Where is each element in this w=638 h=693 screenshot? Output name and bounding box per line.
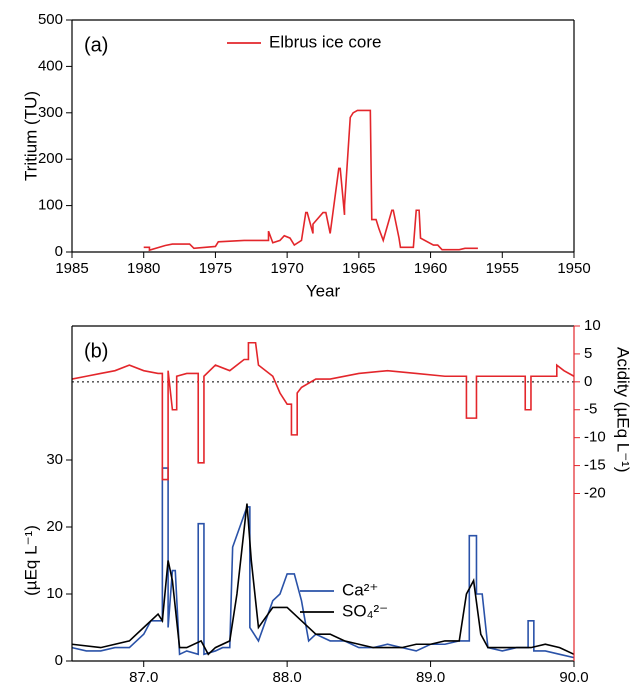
y-tick-label: 0: [55, 243, 63, 260]
data-line: [71, 503, 575, 656]
y-tick-label: 200: [38, 150, 63, 167]
y2-tick-label: 5: [584, 345, 592, 362]
x-tick-label: 1985: [55, 260, 88, 277]
x-tick-label: 1980: [127, 260, 160, 277]
y-tick-label: 300: [38, 104, 63, 121]
legend-label: Ca²⁺: [342, 580, 378, 599]
y-axis-label: (µEq L⁻¹): [21, 525, 40, 596]
y2-tick-label: -5: [584, 401, 597, 418]
x-tick-label: 90.0: [559, 669, 588, 686]
x-tick-label: 87.0: [129, 669, 158, 686]
x-tick-label: 1965: [342, 260, 375, 277]
x-tick-label: 1960: [414, 260, 447, 277]
y-tick-label: 10: [46, 585, 63, 602]
x-axis-label: Year: [306, 281, 341, 300]
y2-tick-label: 0: [584, 373, 592, 390]
y-tick-label: 20: [46, 518, 63, 535]
y2-axis-label: Acidity (µEq L⁻¹): [614, 347, 633, 473]
panel-label: (a): [84, 34, 108, 56]
y-tick-label: 500: [38, 11, 63, 28]
x-tick-label: 1950: [557, 260, 590, 277]
data-line: [143, 109, 478, 252]
legend-label: SO₄²⁻: [342, 601, 388, 620]
x-tick-label: 88.0: [273, 669, 302, 686]
legend-label: Elbrus ice core: [269, 32, 381, 51]
y-axis-label: Tritium (TU): [21, 91, 40, 181]
y-tick-label: 0: [55, 652, 63, 669]
y2-tick-label: -10: [584, 429, 606, 446]
y-tick-label: 100: [38, 197, 63, 214]
data-line: [71, 467, 575, 659]
x-tick-label: 1970: [270, 260, 303, 277]
y-tick-label: 400: [38, 57, 63, 74]
data-line: [71, 341, 575, 481]
y-tick-label: 30: [46, 451, 63, 468]
y2-tick-label: -15: [584, 457, 606, 474]
x-tick-label: 1955: [486, 260, 519, 277]
y2-tick-label: 10: [584, 317, 601, 334]
panel-label: (b): [84, 340, 108, 362]
x-tick-label: 89.0: [416, 669, 445, 686]
x-tick-label: 1975: [199, 260, 232, 277]
y2-tick-label: -20: [584, 484, 606, 501]
